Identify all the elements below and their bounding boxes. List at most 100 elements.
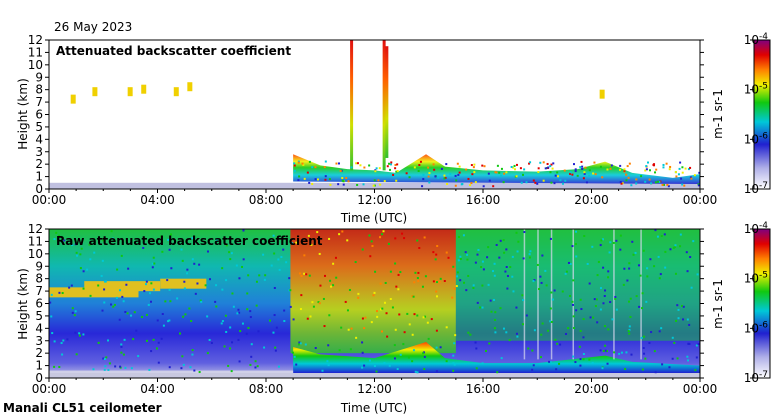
- speckle: [71, 307, 74, 310]
- speckle: [399, 353, 402, 356]
- speckle: [311, 301, 314, 304]
- speckle: [612, 241, 615, 244]
- speckle: [603, 325, 606, 328]
- speckle: [215, 305, 218, 308]
- speckle: [152, 288, 155, 291]
- speckle: [432, 251, 435, 254]
- speckle: [269, 319, 272, 322]
- speckle: [368, 234, 371, 237]
- speckle: [145, 339, 148, 342]
- speckle: [574, 243, 577, 246]
- speckle: [354, 261, 357, 264]
- speckle: [221, 267, 224, 270]
- speckle: [453, 342, 456, 345]
- speckle: [490, 310, 493, 313]
- speckle: [553, 289, 556, 292]
- y-tick-label: 2: [35, 157, 43, 171]
- speckle: [135, 329, 138, 332]
- speckle: [183, 287, 186, 290]
- speckle: [383, 301, 386, 304]
- speckle: [539, 161, 542, 164]
- speckle: [379, 282, 382, 285]
- speckle: [564, 332, 567, 335]
- speckle: [549, 320, 552, 323]
- speckle: [152, 256, 155, 259]
- speckle: [626, 165, 629, 168]
- speckle: [168, 366, 171, 369]
- speckle: [494, 171, 497, 174]
- speckle: [79, 253, 82, 256]
- speckle: [361, 248, 364, 251]
- speckle: [391, 306, 394, 309]
- speckle: [137, 355, 140, 358]
- speckle: [606, 362, 609, 365]
- speckle: [499, 239, 502, 242]
- speckle: [436, 281, 439, 284]
- speckle: [79, 267, 82, 270]
- x-tick-label: 20:00: [574, 193, 609, 207]
- speckle: [469, 184, 472, 187]
- speckle: [130, 367, 133, 370]
- y-tick-label: 11: [28, 234, 43, 248]
- speckle: [642, 335, 645, 338]
- speckle: [500, 174, 503, 177]
- speckle: [97, 341, 100, 344]
- speckle: [538, 288, 541, 291]
- speckle: [428, 172, 431, 175]
- speckle: [282, 248, 285, 251]
- speckle: [112, 237, 115, 240]
- speckle: [493, 298, 496, 301]
- speckle: [61, 292, 64, 295]
- speckle: [660, 327, 663, 330]
- speckle: [493, 274, 496, 277]
- speckle: [115, 296, 118, 299]
- speckle: [654, 171, 657, 174]
- speckle: [588, 169, 591, 172]
- speckle: [462, 234, 465, 237]
- speckle: [180, 367, 183, 370]
- speckle: [389, 297, 392, 300]
- speckle: [536, 263, 539, 266]
- speckle: [411, 333, 414, 336]
- speckle: [682, 318, 685, 321]
- speckle: [667, 185, 670, 188]
- speckle: [127, 267, 130, 270]
- speckle: [436, 245, 439, 248]
- speckle: [579, 329, 582, 332]
- colorbar-ticks-1: 10-7 10-6 10-5 10-4: [744, 32, 769, 196]
- speckle: [423, 236, 426, 239]
- colorbar-2: [753, 228, 771, 379]
- speckle: [561, 290, 564, 293]
- speckle: [681, 166, 684, 169]
- speckle: [502, 181, 505, 184]
- speckle: [453, 363, 456, 366]
- y-axis-label-1: Height (km): [16, 78, 30, 149]
- speckle: [186, 272, 189, 275]
- speckle: [574, 361, 577, 364]
- speckle: [51, 332, 54, 335]
- y-tick-label: 12: [28, 222, 43, 236]
- speckle: [484, 350, 487, 353]
- speckle: [423, 355, 426, 358]
- speckle: [668, 168, 671, 171]
- speckle: [648, 341, 651, 344]
- speckle: [599, 308, 602, 311]
- speckle: [326, 360, 329, 363]
- speckle: [593, 298, 596, 301]
- speckle: [607, 270, 610, 273]
- speckle: [424, 275, 427, 278]
- speckle: [210, 341, 213, 344]
- speckle: [347, 180, 350, 183]
- elevated-layer: [49, 287, 139, 298]
- speckle: [300, 294, 303, 297]
- speckle: [572, 315, 575, 318]
- speckle: [583, 171, 586, 174]
- speckle: [436, 295, 439, 298]
- speckle: [238, 311, 241, 314]
- speckle: [677, 317, 680, 320]
- colorbar-tick-label: 10-6: [744, 320, 769, 335]
- speckle: [482, 268, 485, 271]
- speckle: [273, 252, 276, 255]
- speckle: [608, 251, 611, 254]
